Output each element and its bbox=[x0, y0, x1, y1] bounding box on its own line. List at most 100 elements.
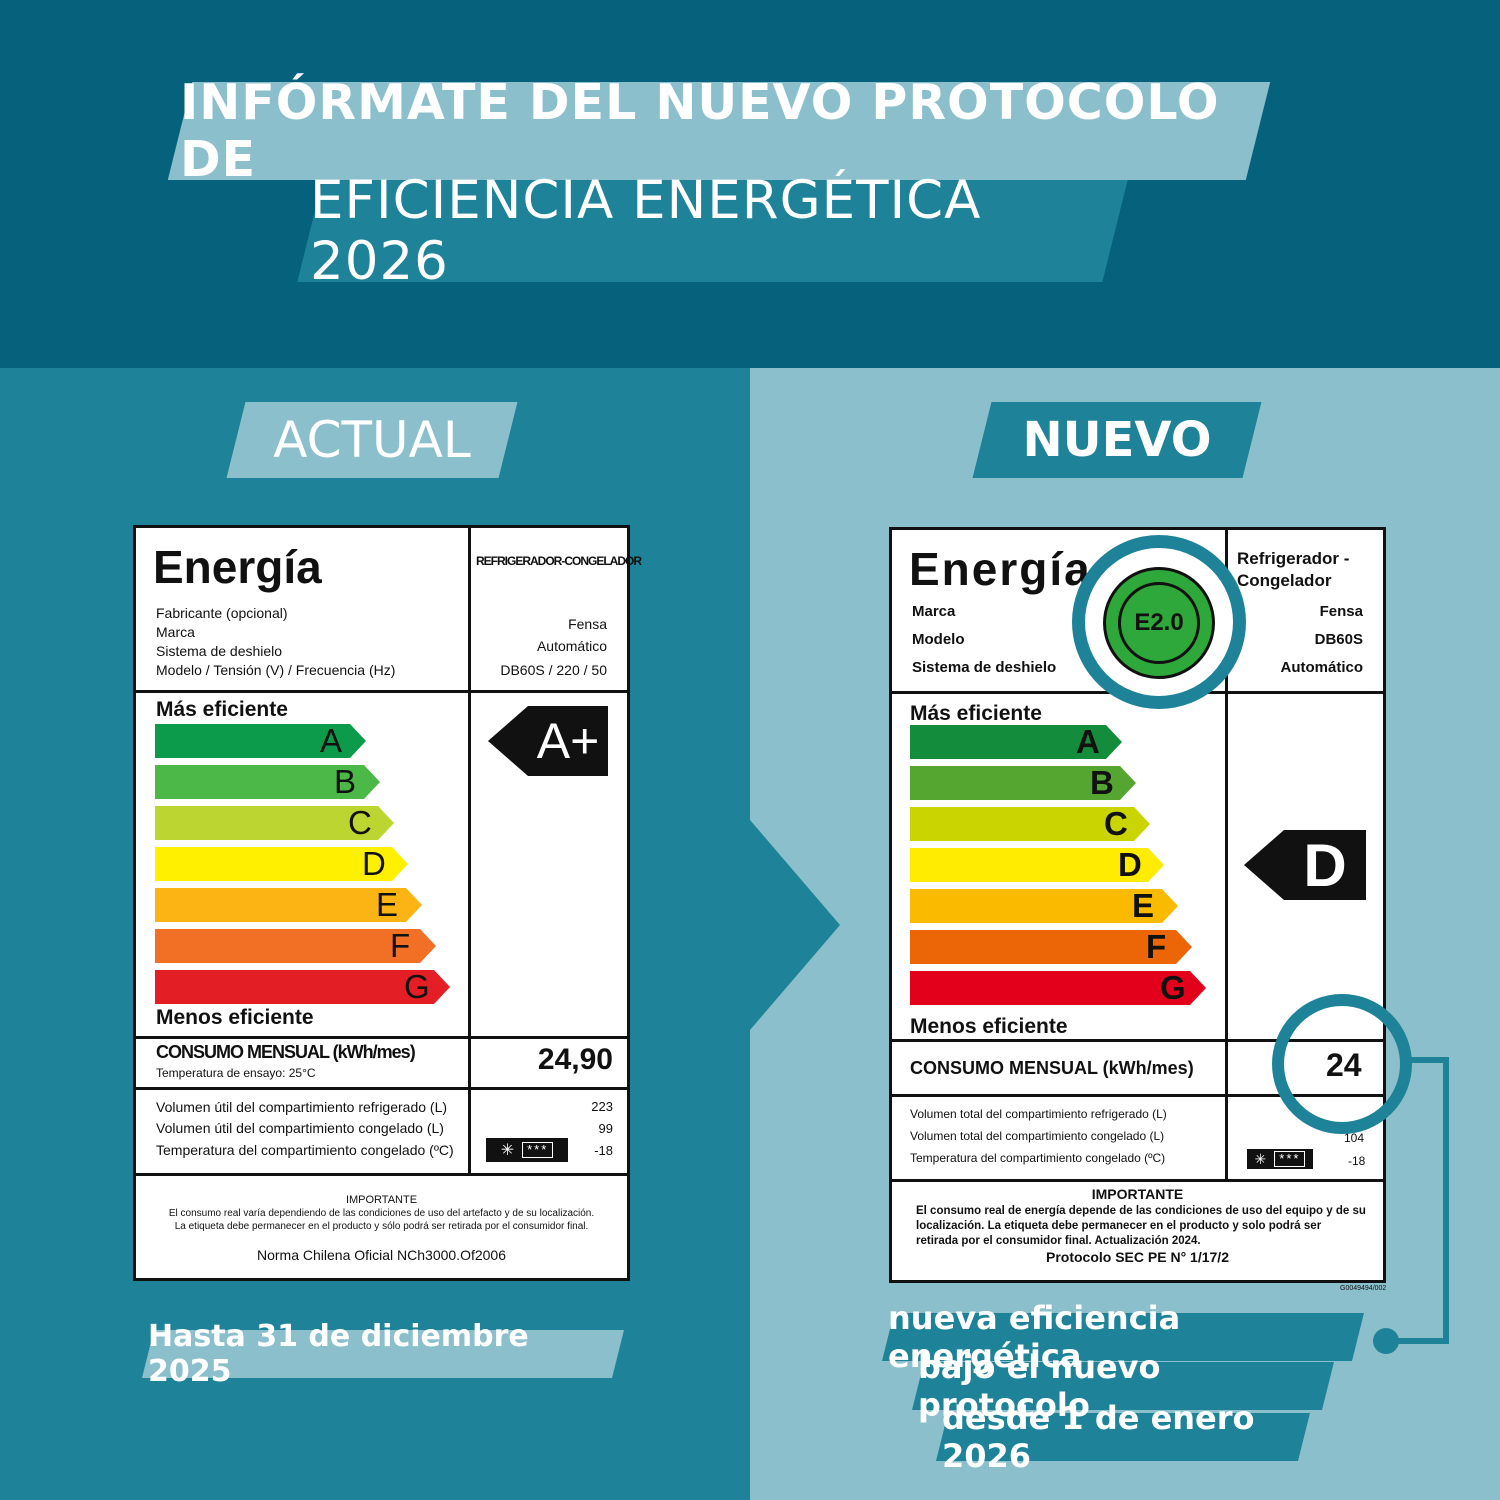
header-title-line1: INFÓRMATE DEL NUEVO PROTOCOLO DE bbox=[180, 74, 1220, 188]
actual-tag: ACTUAL bbox=[236, 402, 508, 478]
energy-class-bar-c: C bbox=[155, 806, 394, 840]
actual-label-divider bbox=[468, 528, 471, 1176]
nuevo-label-volume-row bbox=[892, 1097, 1383, 1182]
header-banner-line2: EFICIENCIA ENERGÉTICA 2026 bbox=[310, 170, 1115, 292]
energy-class-letter-d: D bbox=[362, 845, 386, 882]
actual-label-consumo-row bbox=[136, 1039, 627, 1090]
energy-class-bar-a: A bbox=[910, 725, 1122, 759]
energy-class-bar-d: D bbox=[910, 848, 1164, 882]
actual-rating-arrow: A+ bbox=[488, 706, 608, 776]
actual-norma: Norma Chilena Oficial NCh3000.Of2006 bbox=[256, 1247, 506, 1263]
actual-label-category: REFRIGERADOR-CONGELADOR bbox=[476, 554, 642, 568]
nuevo-vol-refrigerado: Volumen total del compartimiento refrige… bbox=[910, 1107, 1167, 1121]
actual-field-modelo: Modelo / Tensión (V) / Frecuencia (Hz) bbox=[156, 662, 396, 678]
energy-class-letter-g: G bbox=[1160, 969, 1186, 1006]
nuevo-footer-line-3: desde 1 de enero 2026 bbox=[942, 1399, 1255, 1475]
nuevo-label-category: Refrigerador - Congelador bbox=[1237, 549, 1350, 590]
actual-freezer-stars-icon: ✳ *** bbox=[486, 1138, 568, 1162]
connector-horizontal-bottom bbox=[1386, 1338, 1449, 1344]
nuevo-footer-banner-2: bajo el nuevo protocolo bbox=[918, 1348, 1328, 1424]
energy-class-bar-g: G bbox=[155, 970, 450, 1004]
energy-class-bar-e: E bbox=[910, 889, 1178, 923]
energy-class-bar-e: E bbox=[155, 888, 422, 922]
energy-class-letter-d: D bbox=[1118, 846, 1142, 883]
actual-field-deshielo: Sistema de deshielo bbox=[156, 643, 283, 659]
energy-class-letter-e: E bbox=[1132, 887, 1155, 924]
nuevo-protocolo: Protocolo SEC PE N° 1/17/2 bbox=[1046, 1249, 1229, 1265]
consumo-highlight-ring bbox=[1272, 994, 1412, 1134]
nuevo-vol-congelado: Volumen total del compartimiento congela… bbox=[910, 1129, 1165, 1143]
nuevo-value-marca: Fensa bbox=[1319, 603, 1363, 620]
actual-important-text-2: La etiqueta debe permanecer en el produc… bbox=[174, 1221, 589, 1232]
nuevo-temp-congelado: Temperatura del compartimiento congelado… bbox=[910, 1151, 1166, 1165]
nuevo-freezer-symbol: ✳ bbox=[1254, 1150, 1269, 1167]
actual-consumo-value: 24,90 bbox=[537, 1043, 613, 1076]
energy-class-bar-a: A bbox=[155, 724, 366, 758]
nuevo-rating-arrow: D bbox=[1244, 830, 1366, 900]
divider-arrow bbox=[750, 820, 840, 1030]
nuevo-important-text: El consumo real de energía depende de la… bbox=[916, 1205, 1366, 1247]
actual-vol-refrigerado-value: 223 bbox=[591, 1099, 613, 1114]
actual-important-text-1: El consumo real varía dependiendo de las… bbox=[168, 1208, 595, 1219]
actual-label-volume-row bbox=[136, 1090, 627, 1176]
energy-class-letter-b: B bbox=[1090, 764, 1114, 801]
energy-class-bar-b: B bbox=[155, 765, 380, 799]
actual-label-title: Energía bbox=[153, 541, 322, 593]
actual-vol-refrigerado: Volumen útil del compartimiento refriger… bbox=[156, 1099, 448, 1115]
actual-temp-congelado: Temperatura del compartimiento congelado… bbox=[156, 1142, 454, 1158]
actual-label-scale-row bbox=[136, 693, 627, 1039]
energy-class-letter-c: C bbox=[1104, 805, 1128, 842]
energy-class-bar-c: C bbox=[910, 807, 1150, 841]
actual-label-header-row bbox=[136, 528, 627, 693]
actual-more-efficient: Más eficiente bbox=[156, 698, 288, 721]
nuevo-tag: NUEVO bbox=[982, 402, 1252, 478]
nuevo-label-scale-row bbox=[892, 694, 1383, 1042]
connector-dot bbox=[1373, 1328, 1399, 1354]
nuevo-tag-text: NUEVO bbox=[1022, 412, 1212, 468]
nuevo-value-deshielo: Automático bbox=[1280, 659, 1364, 676]
nuevo-label-divider bbox=[1225, 530, 1228, 1182]
energy-class-bar-d: D bbox=[155, 847, 408, 881]
nuevo-more-efficient: Más eficiente bbox=[910, 702, 1042, 725]
actual-footer-text: Hasta 31 de diciembre 2025 bbox=[148, 1319, 529, 1389]
energy-class-letter-c: C bbox=[348, 804, 372, 841]
energy-class-letter-g: G bbox=[404, 968, 430, 1005]
nuevo-temp-congelado-value: -18 bbox=[1348, 1154, 1366, 1168]
actual-important-title: IMPORTANTE bbox=[345, 1194, 418, 1206]
nuevo-footer-line-2: bajo el nuevo protocolo bbox=[918, 1348, 1161, 1424]
energy-class-letter-f: F bbox=[390, 927, 411, 964]
actual-freezer-stars: *** bbox=[522, 1142, 554, 1158]
energy-class-bar-b: B bbox=[910, 766, 1136, 800]
header-banner-line1: INFÓRMATE DEL NUEVO PROTOCOLO DE bbox=[180, 74, 1258, 188]
nuevo-label-code: G0049494/002 bbox=[1340, 1285, 1387, 1292]
actual-field-marca: Marca bbox=[156, 624, 195, 640]
actual-consumo-sub: Temperatura de ensayo: 25°C bbox=[156, 1066, 316, 1080]
nuevo-footer-line-1: nueva eficiencia energética bbox=[888, 1299, 1181, 1375]
actual-consumo-label: CONSUMO MENSUAL (kWh/mes) bbox=[156, 1042, 416, 1062]
actual-vol-congelado: Volumen útil del compartimiento congelad… bbox=[156, 1120, 444, 1136]
energy-class-letter-f: F bbox=[1146, 928, 1167, 965]
nuevo-freezer-stars-icon: ✳ *** bbox=[1247, 1149, 1313, 1169]
energy-class-bar-f: F bbox=[910, 930, 1192, 964]
nuevo-label-consumo-row bbox=[892, 1042, 1383, 1097]
actual-vol-congelado-value: 99 bbox=[598, 1121, 613, 1136]
nuevo-consumo-label: CONSUMO MENSUAL (kWh/mes) bbox=[910, 1058, 1194, 1078]
actual-rating: A+ bbox=[528, 706, 608, 776]
nuevo-freezer-stars: *** bbox=[1274, 1151, 1306, 1167]
nuevo-rating: D bbox=[1284, 830, 1366, 900]
energy-class-letter-a: A bbox=[1076, 723, 1100, 760]
header-title-line2: EFICIENCIA ENERGÉTICA 2026 bbox=[310, 170, 982, 292]
actual-energy-label: Energía REFRIGERADOR-CONGELADOR Fabrican… bbox=[133, 525, 642, 1281]
connector-vertical bbox=[1443, 1057, 1449, 1344]
nuevo-field-modelo: Modelo bbox=[912, 631, 965, 648]
connector-horizontal-top bbox=[1408, 1057, 1449, 1063]
nuevo-vol-congelado-value: 104 bbox=[1344, 1131, 1365, 1145]
nuevo-field-deshielo: Sistema de deshielo bbox=[912, 659, 1057, 676]
actual-value-modelo: DB60S / 220 / 50 bbox=[500, 662, 607, 678]
actual-value-deshielo: Automático bbox=[536, 638, 607, 654]
actual-value-marca: Fensa bbox=[568, 616, 607, 632]
actual-less-efficient: Menos eficiente bbox=[156, 1006, 314, 1029]
nuevo-less-efficient: Menos eficiente bbox=[910, 1015, 1068, 1038]
actual-footer-banner: Hasta 31 de diciembre 2025 bbox=[148, 1319, 618, 1389]
energy-class-letter-e: E bbox=[376, 886, 399, 923]
